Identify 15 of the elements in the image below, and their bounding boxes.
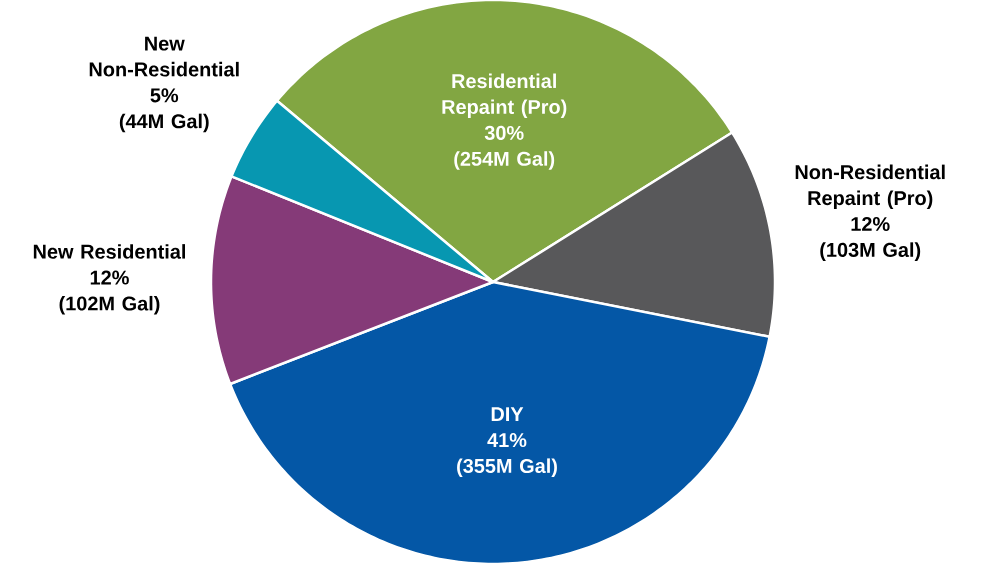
data-label: 41%: [487, 433, 527, 448]
data-label: 5%: [150, 88, 179, 103]
text: (102M Gal): [59, 295, 160, 315]
data-label: 30%: [484, 125, 524, 140]
slice-label: Residential Repaint (Pro): [442, 73, 567, 118]
data-label: 12%: [90, 270, 129, 285]
text: (103M Gal): [820, 242, 921, 261]
text: (44M Gal): [119, 113, 209, 133]
text: (254M Gal): [454, 151, 555, 170]
slice-label: New Residential: [33, 244, 186, 259]
text: (355M Gal): [457, 458, 557, 477]
data-label: 12%: [851, 216, 890, 232]
slice-label: Non-Residential Repaint (Pro): [795, 164, 945, 210]
slice-label: New Non-Residential: [89, 36, 239, 77]
slice-label: DIY: [491, 407, 524, 422]
